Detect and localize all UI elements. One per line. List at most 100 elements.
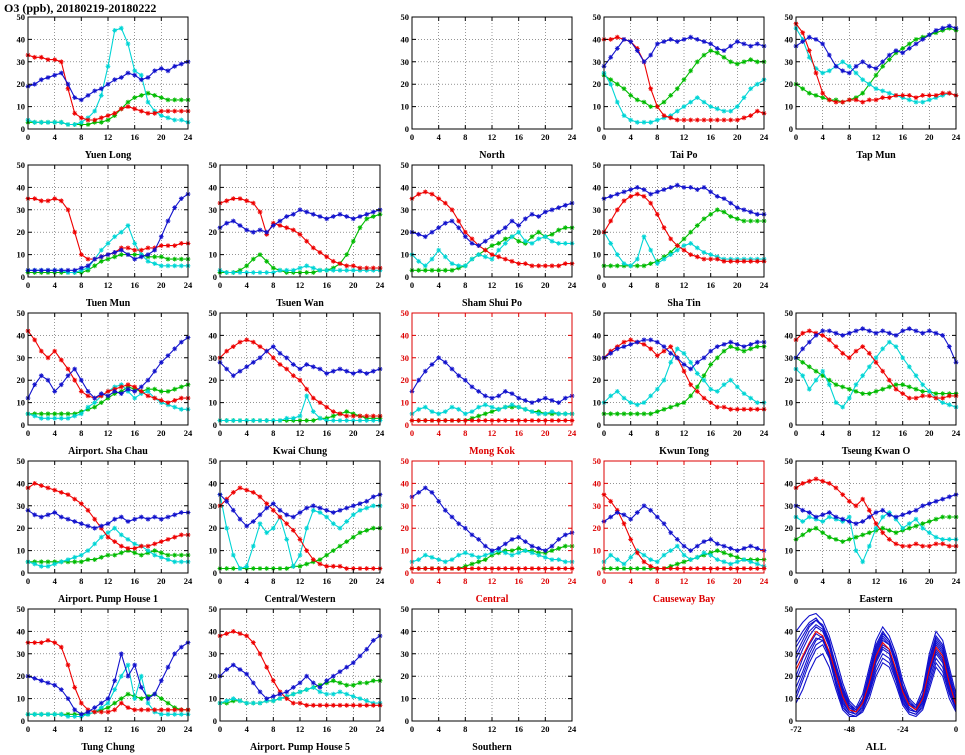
- svg-text:16: 16: [898, 576, 907, 586]
- svg-text:0: 0: [218, 724, 222, 734]
- svg-text:20: 20: [733, 132, 742, 142]
- svg-text:0: 0: [602, 576, 606, 586]
- svg-text:8: 8: [655, 280, 659, 290]
- svg-text:Kwun Tong: Kwun Tong: [659, 446, 709, 457]
- svg-text:16: 16: [130, 132, 139, 142]
- svg-text:20: 20: [209, 523, 218, 533]
- svg-text:20: 20: [593, 523, 602, 533]
- svg-text:40: 40: [17, 182, 26, 192]
- svg-text:Tap Mun: Tap Mun: [856, 150, 896, 161]
- svg-text:0: 0: [602, 280, 606, 290]
- svg-text:0: 0: [26, 724, 30, 734]
- svg-text:0: 0: [21, 124, 25, 134]
- svg-text:4: 4: [53, 132, 58, 142]
- svg-text:10: 10: [17, 250, 26, 260]
- svg-text:8: 8: [655, 132, 659, 142]
- svg-text:24: 24: [184, 576, 193, 586]
- svg-text:20: 20: [17, 79, 26, 89]
- svg-text:8: 8: [271, 428, 275, 438]
- svg-text:0: 0: [789, 420, 793, 430]
- svg-text:16: 16: [322, 280, 331, 290]
- svg-text:-72: -72: [790, 724, 801, 734]
- svg-text:0: 0: [26, 280, 30, 290]
- svg-text:40: 40: [593, 34, 602, 44]
- svg-text:10: 10: [401, 398, 410, 408]
- svg-text:10: 10: [209, 250, 218, 260]
- svg-text:50: 50: [401, 14, 410, 22]
- svg-text:10: 10: [401, 546, 410, 556]
- svg-text:20: 20: [541, 428, 550, 438]
- svg-text:50: 50: [17, 14, 26, 22]
- svg-text:24: 24: [376, 724, 385, 734]
- svg-text:30: 30: [401, 649, 410, 659]
- svg-text:0: 0: [602, 428, 606, 438]
- chart-tap-mun: 0 4 8 12 16 20 24 0 10 20 30 40 50 Tap Mun: [770, 12, 962, 162]
- svg-text:4: 4: [53, 280, 58, 290]
- chart-sham-shui-po: 0 4 8 12 16 20 24 0 10 20 30 40 50 Sham Shui Po: [386, 160, 578, 310]
- svg-text:16: 16: [514, 132, 523, 142]
- svg-text:20: 20: [17, 375, 26, 385]
- svg-text:40: 40: [593, 182, 602, 192]
- svg-text:40: 40: [593, 330, 602, 340]
- svg-text:24: 24: [184, 280, 193, 290]
- svg-text:20: 20: [733, 576, 742, 586]
- svg-text:16: 16: [706, 132, 715, 142]
- svg-text:10: 10: [785, 694, 794, 704]
- svg-text:40: 40: [209, 182, 218, 192]
- svg-text:10: 10: [785, 546, 794, 556]
- svg-text:10: 10: [593, 546, 602, 556]
- svg-text:0: 0: [794, 132, 798, 142]
- svg-text:50: 50: [593, 162, 602, 170]
- svg-text:20: 20: [17, 671, 26, 681]
- svg-text:20: 20: [349, 724, 358, 734]
- svg-text:20: 20: [157, 428, 166, 438]
- svg-text:50: 50: [209, 458, 218, 466]
- svg-text:20: 20: [785, 523, 794, 533]
- svg-text:4: 4: [245, 576, 250, 586]
- svg-text:24: 24: [568, 280, 577, 290]
- svg-text:24: 24: [760, 428, 769, 438]
- svg-text:12: 12: [104, 576, 113, 586]
- svg-text:50: 50: [593, 458, 602, 466]
- svg-text:40: 40: [17, 478, 26, 488]
- svg-text:4: 4: [629, 576, 634, 586]
- svg-text:12: 12: [680, 576, 689, 586]
- svg-text:8: 8: [655, 576, 659, 586]
- svg-text:24: 24: [568, 428, 577, 438]
- svg-text:20: 20: [17, 523, 26, 533]
- svg-text:0: 0: [26, 576, 30, 586]
- svg-text:8: 8: [79, 428, 83, 438]
- svg-text:30: 30: [401, 57, 410, 67]
- svg-text:16: 16: [514, 576, 523, 586]
- svg-text:0: 0: [410, 280, 414, 290]
- svg-text:16: 16: [514, 280, 523, 290]
- svg-text:0: 0: [602, 132, 606, 142]
- svg-text:30: 30: [209, 353, 218, 363]
- svg-text:10: 10: [209, 694, 218, 704]
- svg-text:12: 12: [488, 576, 497, 586]
- svg-text:50: 50: [17, 310, 26, 318]
- svg-text:0: 0: [405, 568, 409, 578]
- svg-text:0: 0: [21, 272, 25, 282]
- svg-text:4: 4: [629, 280, 634, 290]
- svg-text:24: 24: [184, 428, 193, 438]
- svg-text:8: 8: [847, 132, 851, 142]
- svg-text:30: 30: [209, 205, 218, 215]
- svg-text:12: 12: [488, 280, 497, 290]
- svg-text:0: 0: [213, 272, 217, 282]
- svg-text:8: 8: [655, 428, 659, 438]
- svg-text:24: 24: [760, 132, 769, 142]
- svg-text:Tung Chung: Tung Chung: [81, 742, 134, 753]
- svg-text:40: 40: [17, 626, 26, 636]
- svg-text:20: 20: [157, 280, 166, 290]
- chart-sha-tin: 0 4 8 12 16 20 24 0 10 20 30 40 50 Sha Tin: [578, 160, 770, 310]
- svg-text:30: 30: [593, 57, 602, 67]
- svg-text:10: 10: [593, 250, 602, 260]
- svg-text:20: 20: [541, 280, 550, 290]
- svg-text:30: 30: [17, 649, 26, 659]
- svg-text:0: 0: [597, 124, 601, 134]
- svg-text:0: 0: [794, 576, 798, 586]
- svg-text:10: 10: [401, 102, 410, 112]
- svg-text:4: 4: [437, 132, 442, 142]
- svg-text:8: 8: [463, 132, 467, 142]
